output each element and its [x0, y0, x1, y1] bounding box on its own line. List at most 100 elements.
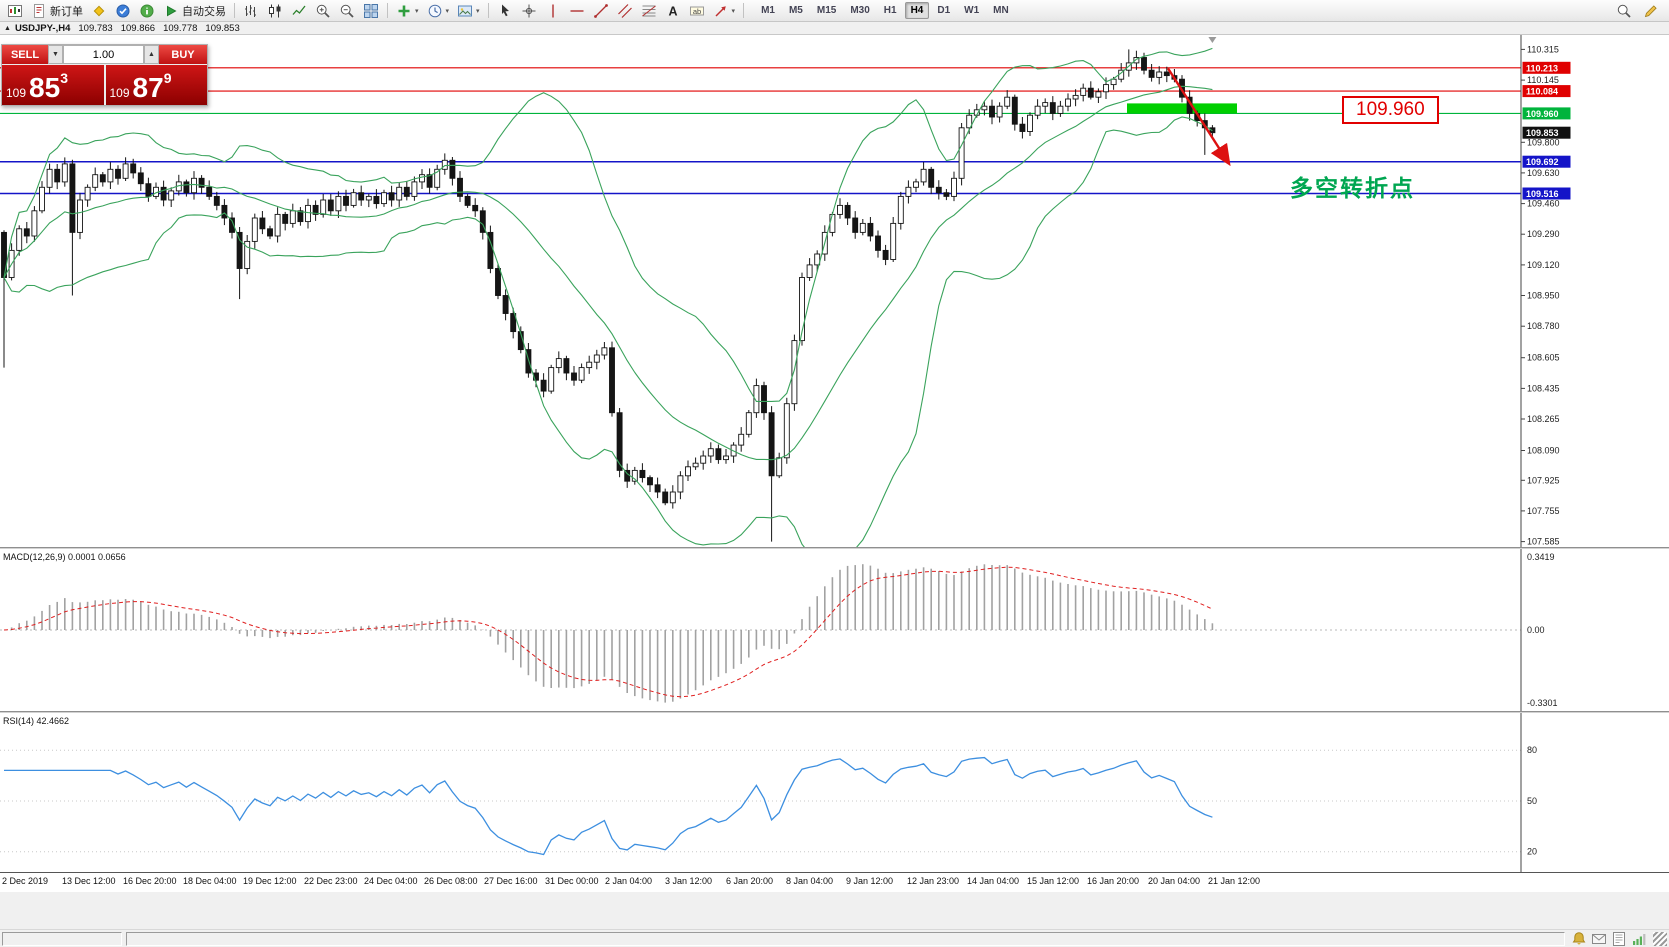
price-tick-label: 109.630 [1527, 168, 1560, 178]
text-button[interactable]: A [661, 1, 685, 21]
zoom-out-button[interactable] [335, 1, 359, 21]
crosshair-button[interactable] [517, 1, 541, 21]
price-tag: 109.692 [1522, 155, 1571, 168]
channel-icon [617, 3, 632, 18]
one-click-trading-panel: SELL ▼ ▲ BUY 109 85 3 109 87 9 [1, 44, 208, 106]
price-tag: 109.853 [1522, 126, 1571, 139]
indicators-icon [398, 5, 410, 16]
arrows-button[interactable]: ▾ [709, 1, 740, 21]
sell-price-pip: 3 [60, 70, 68, 86]
hline-button[interactable] [565, 1, 589, 21]
buy-price-main: 87 [132, 72, 164, 104]
time-tick-label: 15 Jan 12:00 [1027, 876, 1080, 886]
candlestick-chart-button[interactable] [263, 1, 287, 21]
price-tag: 109.516 [1522, 187, 1571, 200]
cursor-button[interactable] [493, 1, 517, 21]
timeframe-m30-button[interactable]: M30 [850, 5, 870, 16]
pencil-icon[interactable] [1639, 1, 1663, 21]
bell-icon [1572, 931, 1586, 944]
sell-price-button[interactable]: 109 85 3 [2, 65, 104, 105]
clock-icon [428, 4, 441, 17]
new-order-button[interactable]: 新订单 [27, 1, 87, 21]
price-level-annotation[interactable]: 109.960 [1342, 96, 1439, 124]
price-tick-label: 109.290 [1527, 229, 1560, 239]
macd-pane[interactable]: 0.3419 0.00 -0.3301 [0, 549, 1669, 711]
timeframe-w1-button[interactable]: W1 [964, 5, 980, 16]
chart-title-bar: ▲ USDJPY-,H4 109.783 109.866 109.778 109… [0, 22, 1669, 35]
price-tick-label: 109.460 [1527, 199, 1560, 209]
trendline-icon [593, 3, 608, 18]
mailbox-icon[interactable] [1591, 931, 1607, 947]
buy-button[interactable]: BUY [159, 45, 207, 64]
line-chart-button[interactable] [287, 1, 311, 21]
news-icon[interactable] [1611, 931, 1627, 947]
zoom-in-button[interactable] [311, 1, 335, 21]
pane-separator[interactable] [0, 547, 1669, 549]
timeframe-m1-button[interactable]: M1 [761, 5, 775, 16]
market-icon [116, 4, 130, 17]
price-tick-label: 109.800 [1527, 137, 1560, 147]
timeframe-d1-button[interactable]: D1 [937, 5, 951, 16]
pivot-point-annotation[interactable]: 多空转折点 [1290, 174, 1415, 201]
pane-separator[interactable] [0, 711, 1669, 713]
autotrading-button[interactable]: 自动交易 [159, 1, 230, 21]
autoplay-icon [167, 5, 177, 16]
sell-price-prefix: 109 [6, 86, 27, 100]
fibonacci-button[interactable] [637, 1, 661, 21]
connection-icon[interactable] [1631, 931, 1647, 947]
time-tick-label: 26 Dec 08:00 [424, 876, 478, 886]
macd-tick-label: 0.3419 [1527, 552, 1555, 562]
timeframe-h4-button[interactable]: H4 [904, 2, 930, 19]
macd-histogram [10, 564, 1214, 703]
price-tick-label: 109.120 [1527, 260, 1560, 270]
market-button[interactable] [111, 1, 135, 21]
lot-size-input[interactable] [63, 45, 144, 64]
timeframe-mn-button[interactable]: MN [993, 5, 1009, 16]
price-tick-label: 107.925 [1527, 475, 1560, 485]
status-icons [1571, 931, 1647, 947]
macd-tick-label: 0.00 [1527, 625, 1545, 635]
bars-icon [245, 4, 256, 17]
indicators-button[interactable]: ▾ [392, 1, 423, 21]
time-tick-label: 21 Jan 12:00 [1208, 876, 1261, 886]
price-tick-label: 108.605 [1527, 353, 1560, 363]
resize-grip[interactable] [1653, 931, 1667, 946]
buy-price-button[interactable]: 109 87 9 [105, 65, 207, 105]
templates-button[interactable]: ▾ [453, 1, 484, 21]
chart-shift-marker[interactable] [1208, 37, 1217, 43]
vline-button[interactable] [541, 1, 565, 21]
sell-button[interactable]: SELL [2, 45, 48, 64]
alert-icon[interactable] [1571, 931, 1587, 947]
time-tick-label: 16 Jan 20:00 [1087, 876, 1140, 886]
lot-decrease-button[interactable]: ▼ [48, 45, 63, 64]
timeframe-m15-button[interactable]: M15 [816, 5, 837, 16]
main-chart-pane[interactable]: 110.315 110.145 109.800 109.630 109.460 109.2… [0, 35, 1669, 547]
time-axis-line [0, 872, 1669, 873]
time-tick-label: 6 Jan 20:00 [726, 876, 774, 886]
new-chart-button[interactable] [3, 1, 27, 21]
tile-windows-button[interactable] [359, 1, 383, 21]
trend-arrow[interactable] [1166, 67, 1231, 167]
bar-chart-button[interactable] [239, 1, 263, 21]
metaeditor-button[interactable] [87, 1, 111, 21]
time-tick-label: 2 Jan 04:00 [605, 876, 653, 886]
time-tick-label: 16 Dec 20:00 [123, 876, 177, 886]
channel-button[interactable] [613, 1, 637, 21]
linechart-icon [292, 5, 306, 15]
timeframe-h1-button[interactable]: H1 [883, 5, 897, 16]
time-tick-label: 13 Dec 12:00 [62, 876, 116, 886]
label-button[interactable]: ab [685, 1, 709, 21]
trendline-button[interactable] [589, 1, 613, 21]
search-icon[interactable] [1612, 1, 1636, 21]
periods-button[interactable]: ▾ [423, 1, 454, 21]
community-button[interactable] [135, 1, 159, 21]
support-zone-rectangle[interactable] [1127, 103, 1237, 114]
macd-tick-label: -0.3301 [1527, 698, 1558, 708]
tile-icon [364, 3, 378, 18]
timeframe-m5-button[interactable]: M5 [788, 5, 803, 16]
time-scale[interactable]: 2 Dec 2019 13 Dec 12:00 16 Dec 20:00 18 Dec… [0, 873, 1669, 891]
toolbar-separator [487, 3, 489, 18]
rsi-pane[interactable]: 80 50 20 [0, 713, 1669, 872]
mail-icon [1592, 933, 1606, 944]
lot-increase-button[interactable]: ▲ [144, 45, 159, 64]
